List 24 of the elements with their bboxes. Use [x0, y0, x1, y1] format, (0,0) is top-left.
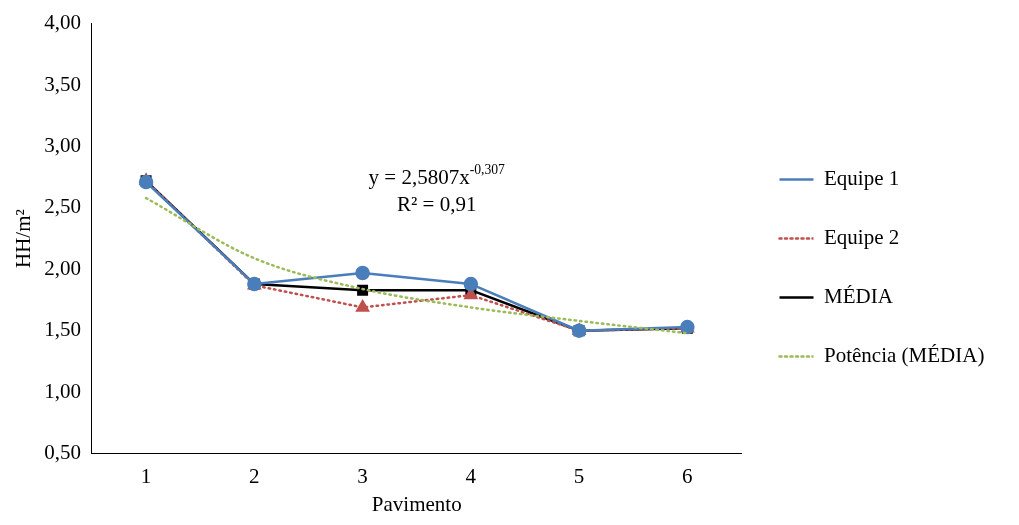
point: [355, 265, 370, 281]
legend-label: Equipe 2: [824, 225, 900, 250]
x-tick-label: 4: [465, 463, 477, 488]
point: [356, 300, 370, 312]
annotation: R² = 0,91: [397, 191, 477, 216]
y-tick-label: 1,50: [44, 317, 81, 342]
y-tick-label: 2,00: [44, 255, 81, 280]
point: [463, 276, 479, 292]
x-axis-title: Pavimento: [371, 491, 462, 516]
y-tick-label: 3,00: [44, 132, 81, 157]
x-tick-label: 5: [573, 463, 585, 488]
y-tick-label: 3,50: [44, 71, 81, 96]
legend-label: MÉDIA: [824, 284, 894, 309]
y-tick-label: 1,00: [44, 378, 81, 403]
x-tick-label: 2: [249, 463, 260, 488]
legend-label: Equipe 1: [824, 166, 900, 191]
x-tick-label: 3: [357, 463, 368, 488]
x-tick-label: 6: [682, 463, 693, 488]
x-tick-label: 1: [140, 463, 152, 488]
y-tick-label: 0,50: [44, 440, 81, 465]
y-tick-label: 4,00: [44, 10, 81, 35]
y-tick-label: 2,50: [44, 194, 81, 219]
y-axis-title: HH/m²: [11, 209, 36, 268]
legend-label: Potência (MÉDIA): [824, 343, 985, 368]
